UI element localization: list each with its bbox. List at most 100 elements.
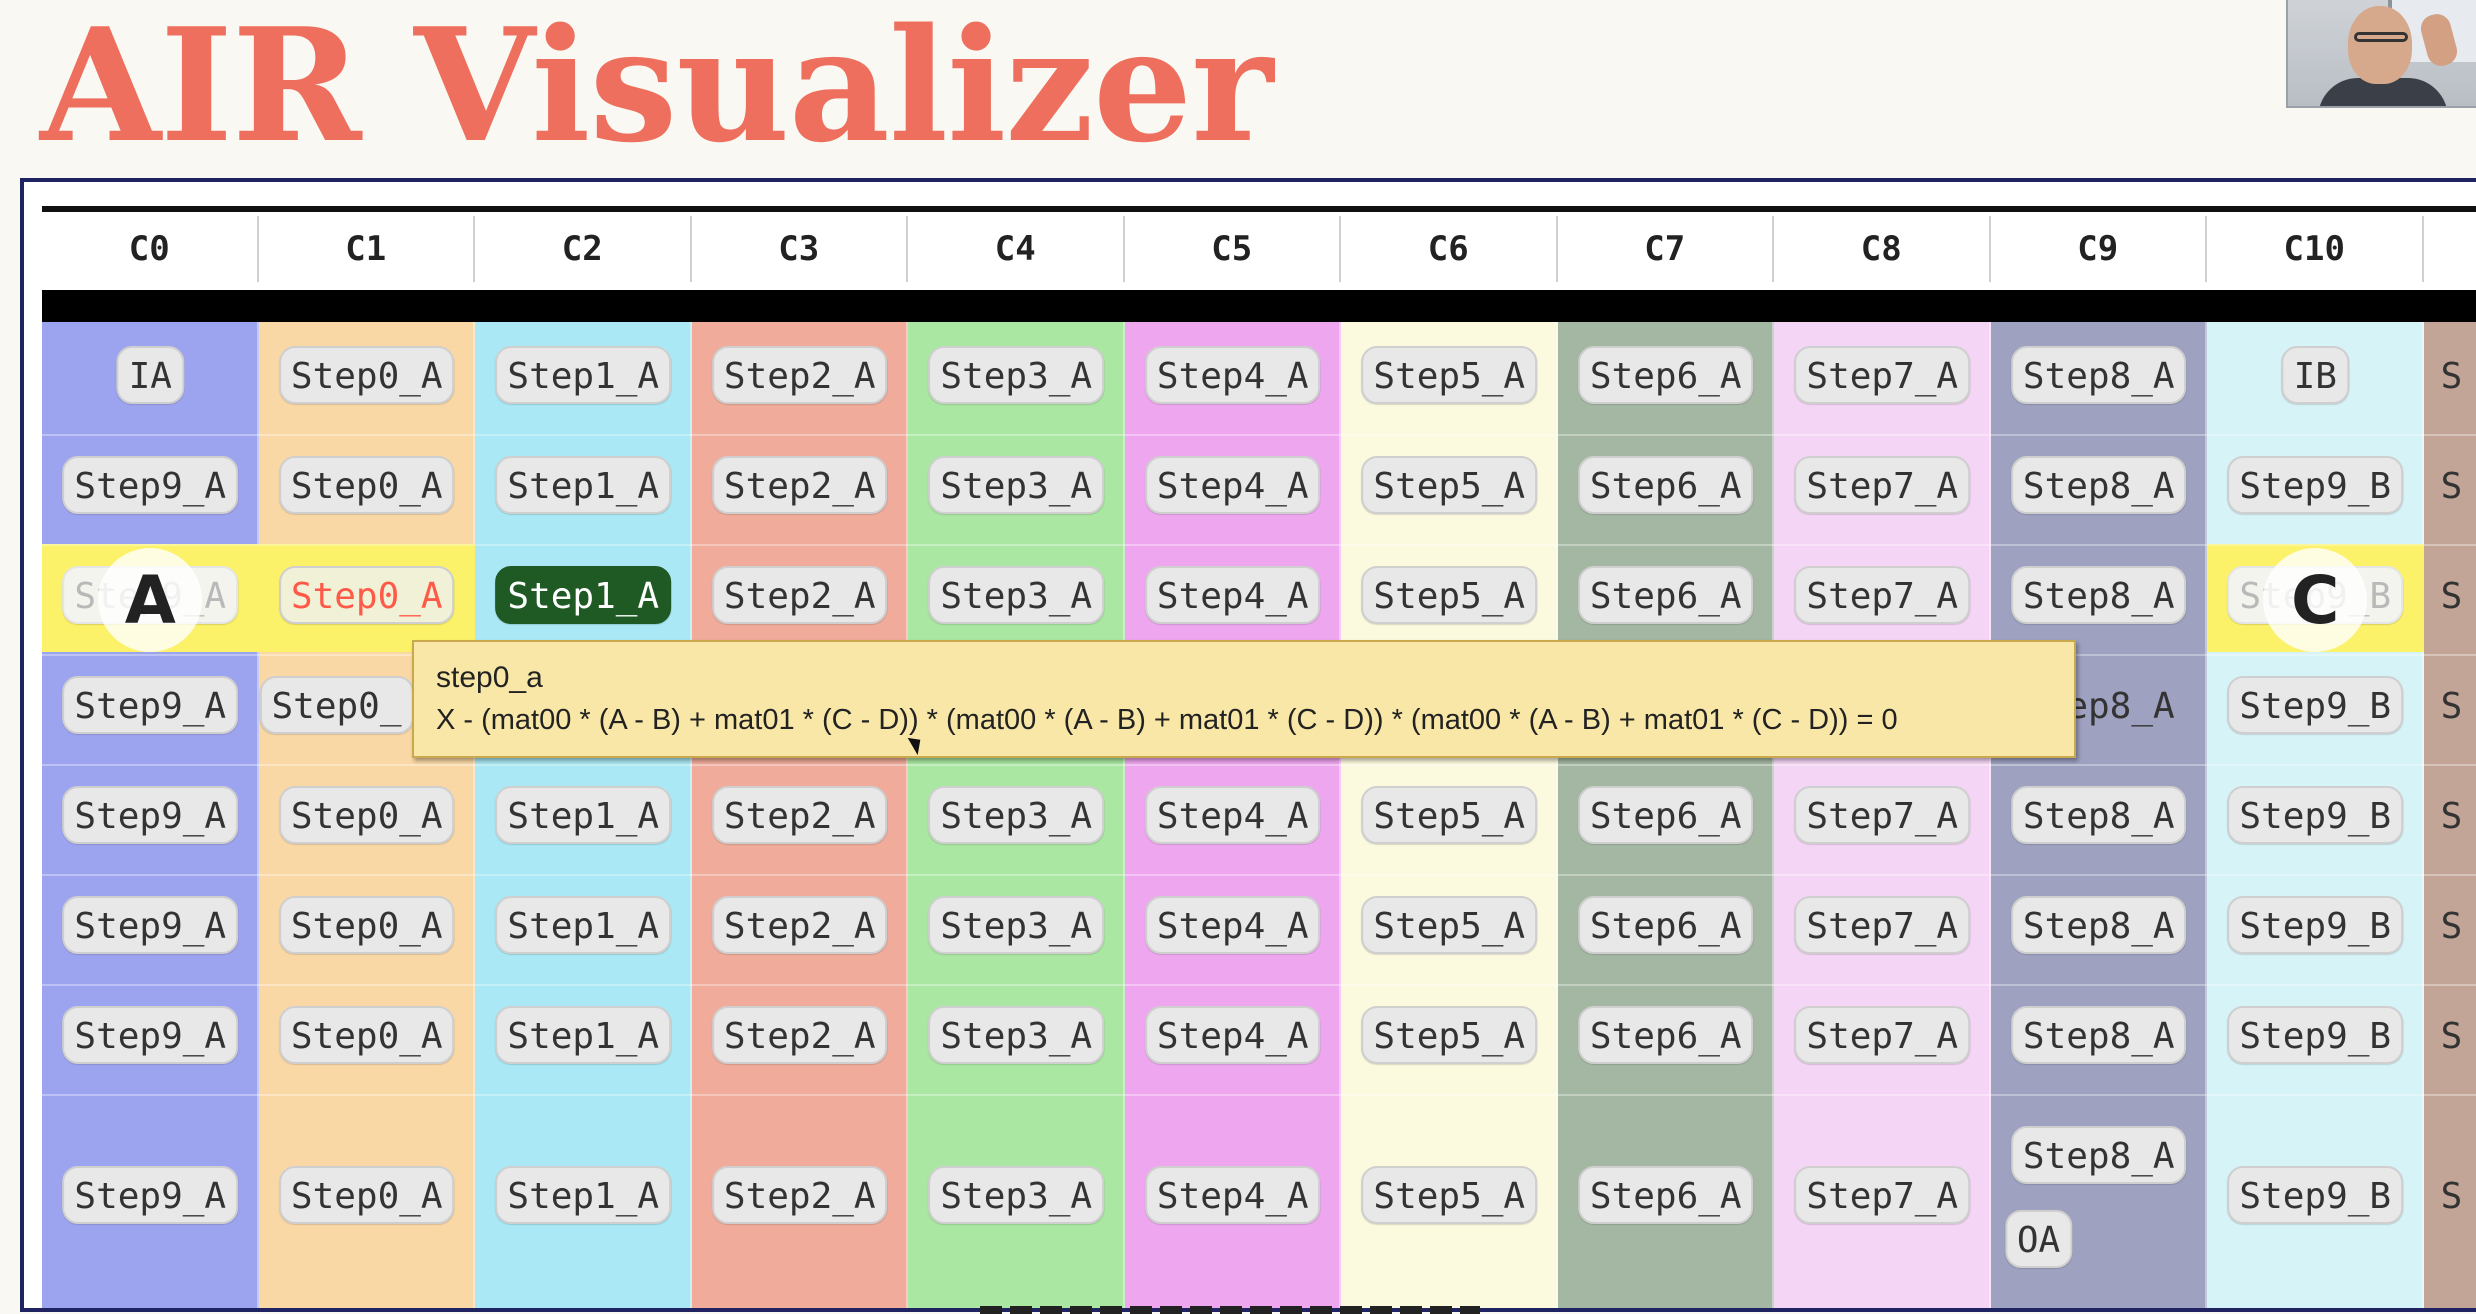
column-header-c2[interactable]: C2	[475, 216, 692, 282]
cell-chip[interactable]: Step5_A	[1361, 566, 1538, 624]
cell-chip[interactable]: Step1_A	[495, 566, 672, 624]
cell-chip[interactable]: Step5_A	[1361, 456, 1538, 514]
column-header-c5[interactable]: C5	[1124, 216, 1341, 282]
column-header-c8[interactable]: C8	[1774, 216, 1991, 282]
column-header-c10[interactable]: C10	[2207, 216, 2424, 282]
cell-chip[interactable]: Step4_A	[1144, 346, 1321, 404]
cell-chip[interactable]: Step7_A	[1794, 566, 1971, 624]
cell-chip[interactable]: Step7_A	[1794, 786, 1971, 844]
cell-chip[interactable]: Step9_B	[2227, 896, 2404, 954]
cell-chip[interactable]: Step3_A	[928, 786, 1105, 844]
cell-chip[interactable]: Step6_A	[1577, 566, 1754, 624]
cell-chip[interactable]: Step9_A	[62, 1006, 239, 1064]
cell-chip[interactable]: IB	[2281, 346, 2349, 404]
cell-chip[interactable]: Step6_A	[1577, 896, 1754, 954]
cell-chip[interactable]: Step8_A	[2010, 346, 2187, 404]
cell-chip[interactable]: S	[2440, 466, 2463, 507]
cell-chip[interactable]: Step0_A	[278, 786, 455, 844]
cell-chip[interactable]: Step2_A	[711, 1006, 888, 1064]
cell-chip[interactable]: S	[2440, 906, 2463, 947]
cell-chip[interactable]: Step9_B	[2227, 1006, 2404, 1064]
column-header-c6[interactable]: C6	[1341, 216, 1558, 282]
cell-chip[interactable]: Step0_A	[278, 1166, 455, 1224]
cell-chip[interactable]: S	[2440, 356, 2463, 397]
cell-chip[interactable]: S	[2440, 1176, 2463, 1217]
cell-chip[interactable]: Step4_A	[1144, 456, 1321, 514]
cell-chip[interactable]: Step7_A	[1794, 456, 1971, 514]
cell-chip[interactable]: Step3_A	[928, 896, 1105, 954]
cell-chip[interactable]: Step2_A	[711, 566, 888, 624]
column-header-partial[interactable]	[2423, 216, 2476, 282]
cell-chip[interactable]: Step8_A	[2010, 566, 2187, 624]
cell-chip[interactable]: Step5_A	[1361, 786, 1538, 844]
cell-chip[interactable]: Step4_A	[1144, 566, 1321, 624]
cell-chip[interactable]: Step7_A	[1794, 896, 1971, 954]
cell-chip[interactable]: Step0_	[259, 676, 414, 734]
column-header-c4[interactable]: C4	[908, 216, 1125, 282]
cell-chip[interactable]: Step7_A	[1794, 1166, 1971, 1224]
cell-chip[interactable]: Step2_A	[711, 896, 888, 954]
column-header-c9[interactable]: C9	[1990, 216, 2207, 282]
cell-chip[interactable]: Step5_A	[1361, 346, 1538, 404]
cell-chip[interactable]: Step3_A	[928, 1166, 1105, 1224]
cell-chip[interactable]: S	[2440, 1016, 2463, 1057]
cell-chip[interactable]: Step1_A	[495, 456, 672, 514]
cell-chip[interactable]: Step6_A	[1577, 346, 1754, 404]
cell-chip[interactable]: ep8_A	[2066, 686, 2175, 727]
cell-chip[interactable]: Step4_A	[1144, 1166, 1321, 1224]
cell-chip[interactable]: Step1_A	[495, 1166, 672, 1224]
cell-chip[interactable]: Step8_A	[2010, 786, 2187, 844]
cell-chip[interactable]: Step4_A	[1144, 786, 1321, 844]
cell-chip[interactable]: Step2_A	[711, 786, 888, 844]
cell-chip[interactable]: Step1_A	[495, 1006, 672, 1064]
cell-chip[interactable]: Step3_A	[928, 1006, 1105, 1064]
column-header-c1[interactable]: C1	[258, 216, 475, 282]
cell-chip[interactable]: Step9_B	[2227, 456, 2404, 514]
cell-chip[interactable]: Step0_A	[278, 896, 455, 954]
cell-chip[interactable]: Step6_A	[1577, 456, 1754, 514]
cell-chip[interactable]: Step9_B	[2227, 1166, 2404, 1224]
cell-chip[interactable]: Step8_A	[2010, 456, 2187, 514]
cell-chip-oa[interactable]: OA	[2004, 1210, 2073, 1268]
cell-chip[interactable]: Step2_A	[711, 346, 888, 404]
column-header-c7[interactable]: C7	[1557, 216, 1774, 282]
cell-chip[interactable]: Step4_A	[1144, 896, 1321, 954]
cell-chip[interactable]: Step1_A	[495, 786, 672, 844]
cell-chip[interactable]: Step3_A	[928, 566, 1105, 624]
cell-chip[interactable]: Step1_A	[495, 896, 672, 954]
cell-chip[interactable]: Step9_A	[62, 1166, 239, 1224]
cell-chip[interactable]: Step9_A	[62, 456, 239, 514]
cell-chip[interactable]: Step7_A	[1794, 346, 1971, 404]
cell-chip[interactable]: Step9_B	[2227, 786, 2404, 844]
cell-chip[interactable]: Step6_A	[1577, 786, 1754, 844]
cell-chip[interactable]: Step6_A	[1577, 1166, 1754, 1224]
cell-chip[interactable]: S	[2440, 686, 2463, 727]
cell-chip[interactable]: S	[2440, 576, 2463, 617]
cell-chip[interactable]: Step0_A	[278, 346, 455, 404]
cell-chip[interactable]: Step1_A	[495, 346, 672, 404]
cell-chip[interactable]: Step0_A	[278, 1006, 455, 1064]
cell-chip[interactable]: Step5_A	[1361, 1166, 1538, 1224]
cell-chip[interactable]: Step5_A	[1361, 896, 1538, 954]
cell-chip[interactable]: Step9_A	[62, 786, 239, 844]
cell-chip[interactable]: Step9_B	[2227, 676, 2404, 734]
cell-chip[interactable]: Step7_A	[1794, 1006, 1971, 1064]
cell-chip[interactable]: Step8_A	[2010, 896, 2187, 954]
cell-chip[interactable]: Step3_A	[928, 346, 1105, 404]
cell-chip[interactable]: Step0_A	[278, 456, 455, 514]
cell-chip[interactable]: Step8_A	[2010, 1006, 2187, 1064]
cell-chip[interactable]: Step3_A	[928, 456, 1105, 514]
cell-chip[interactable]: Step9_A	[62, 676, 239, 734]
column-header-c3[interactable]: C3	[691, 216, 908, 282]
cell-chip[interactable]: Step0_A	[278, 566, 455, 624]
cell-chip[interactable]: S	[2440, 796, 2463, 837]
cell-chip[interactable]: Step9_A	[62, 896, 239, 954]
cell-chip[interactable]: IA	[116, 346, 184, 404]
cell-chip[interactable]: Step2_A	[711, 456, 888, 514]
cell-chip[interactable]: Step6_A	[1577, 1006, 1754, 1064]
cell-chip[interactable]: Step8_A	[2010, 1126, 2187, 1184]
cell-chip[interactable]: Step2_A	[711, 1166, 888, 1224]
cell-chip[interactable]: Step4_A	[1144, 1006, 1321, 1064]
cell-chip[interactable]: Step5_A	[1361, 1006, 1538, 1064]
column-header-c0[interactable]: C0	[42, 216, 259, 282]
